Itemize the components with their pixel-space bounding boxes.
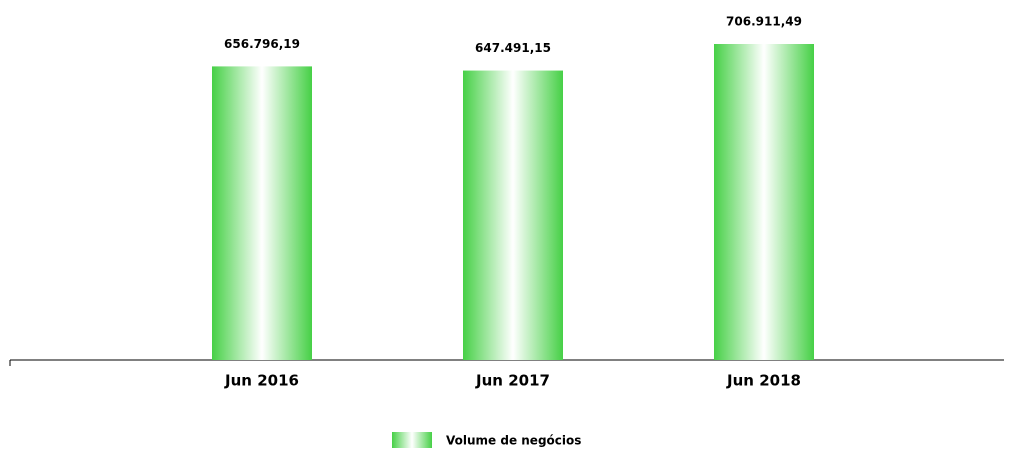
x-tick-label: Jun 2016 bbox=[224, 372, 299, 390]
data-label: 706.911,49 bbox=[726, 15, 802, 29]
legend-label: Volume de negócios bbox=[446, 434, 581, 448]
legend-swatch bbox=[392, 432, 432, 448]
bar bbox=[212, 66, 312, 361]
data-label: 656.796,19 bbox=[224, 37, 300, 51]
bar bbox=[463, 70, 563, 361]
x-tick-label: Jun 2018 bbox=[726, 372, 801, 390]
data-label: 647.491,15 bbox=[475, 41, 551, 55]
x-tick-label: Jun 2017 bbox=[475, 372, 550, 390]
bar bbox=[714, 44, 814, 360]
